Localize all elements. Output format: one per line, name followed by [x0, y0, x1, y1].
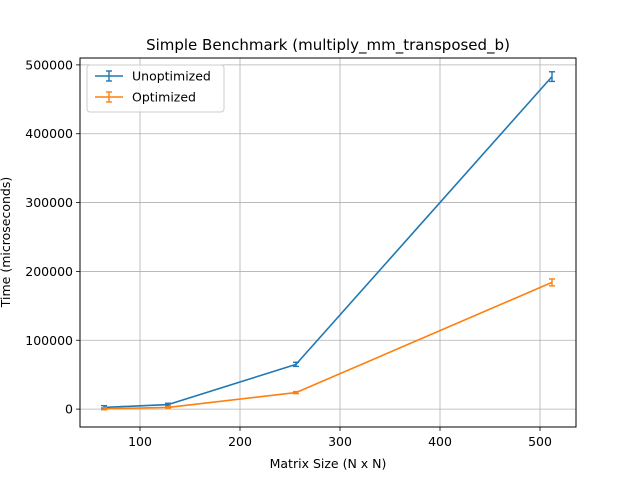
x-tick-label: 400: [428, 434, 452, 449]
x-axis-label: Matrix Size (N x N): [270, 456, 387, 471]
legend-item-optimized: Optimized: [95, 90, 196, 105]
y-tick-label: 200000: [25, 264, 73, 279]
series-layer: [101, 71, 555, 411]
x-tick-label: 300: [328, 434, 352, 449]
x-tick-label: 100: [128, 434, 152, 449]
y-tick-label: 500000: [25, 57, 73, 72]
series-optimized: [101, 278, 555, 411]
legend-item-unoptimized: Unoptimized: [95, 69, 211, 84]
legend-label-unoptimized: Unoptimized: [132, 69, 211, 84]
y-tick-label: 400000: [25, 126, 73, 141]
series-unoptimized: [101, 71, 555, 410]
y-tick-label: 100000: [25, 333, 73, 348]
legend: Unoptimized Optimized: [86, 64, 225, 113]
series-line-unoptimized: [103, 76, 553, 409]
y-tick-label: 300000: [25, 195, 73, 210]
y-tick-label: 0: [65, 402, 73, 417]
series-line-optimized: [103, 281, 553, 410]
plot-frame: [79, 57, 577, 428]
legend-label-optimized: Optimized: [132, 90, 196, 105]
y-axis-label: Time (microseconds): [0, 177, 13, 308]
legend-items: Unoptimized Optimized: [95, 69, 211, 105]
x-tick-label: 500: [528, 434, 552, 449]
x-tick-label: 200: [228, 434, 252, 449]
chart-title: Simple Benchmark (multiply_mm_transposed…: [146, 36, 510, 55]
tick-layer: 100 200 300 400 500 0 100000 200000 300000 400000…: [25, 57, 552, 449]
grid-layer: [80, 58, 576, 427]
